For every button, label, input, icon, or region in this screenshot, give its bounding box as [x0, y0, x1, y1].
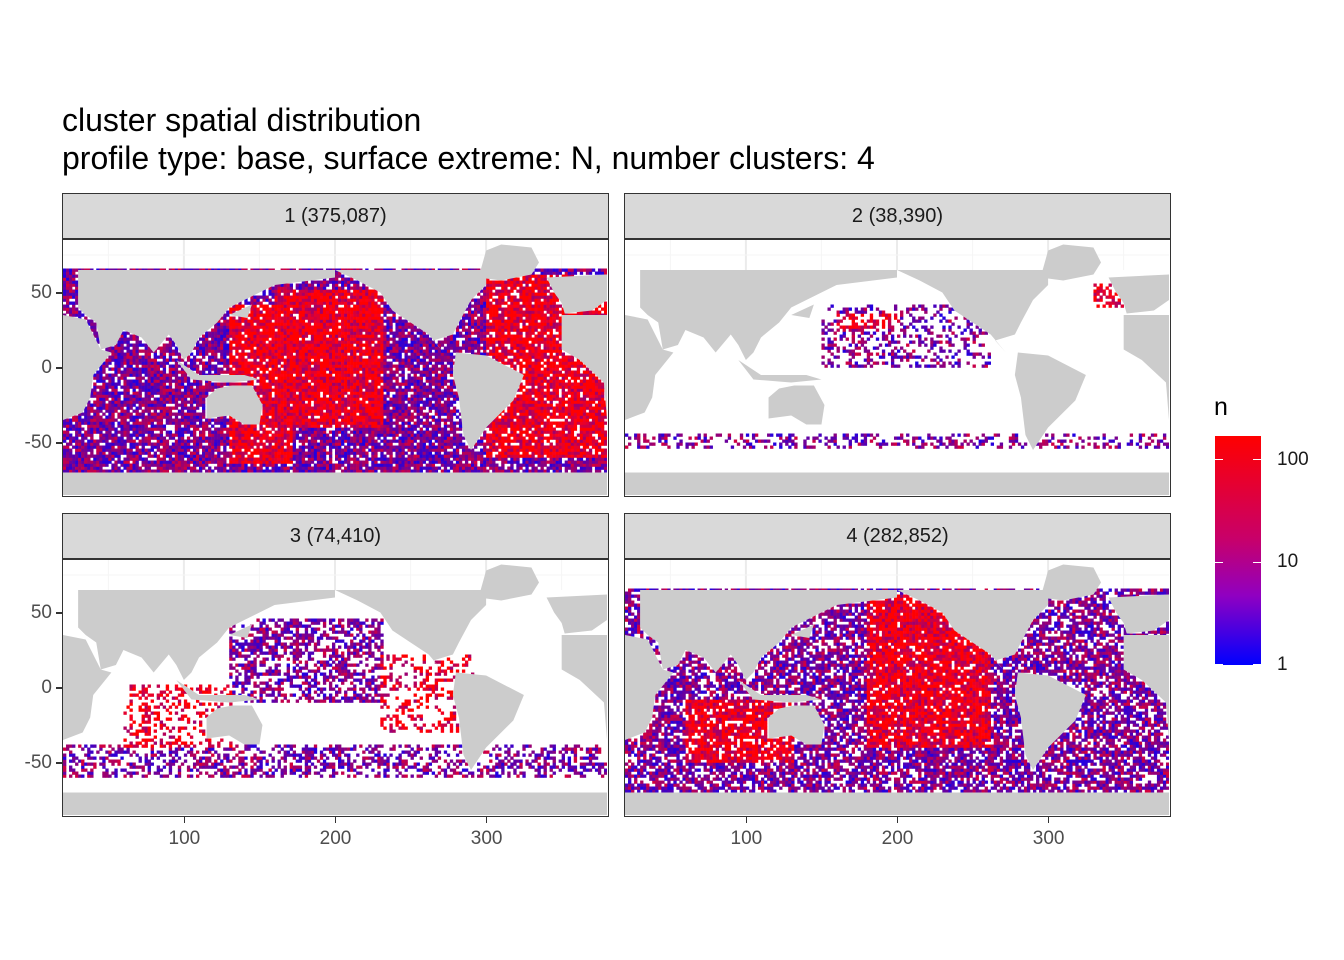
x-tick-mark [745, 817, 748, 823]
x-tick-label: 200 [319, 828, 352, 849]
panel-plot-svg [63, 560, 607, 815]
y-tick-label: 50 [30, 602, 52, 623]
land-mass [335, 270, 487, 353]
x-tick-mark [485, 817, 488, 823]
land-mass [1040, 244, 1101, 281]
x-tick-label: 100 [168, 828, 201, 849]
land-mass [625, 315, 674, 420]
density-cells [63, 268, 607, 473]
land-mass [897, 270, 1049, 353]
facet-panel-2 [624, 239, 1171, 497]
land-mass [452, 352, 524, 450]
x-tick-label: 300 [470, 828, 503, 849]
x-tick-mark [896, 817, 899, 823]
y-tick-label: 50 [30, 282, 52, 303]
land-mass [176, 680, 260, 703]
land-mass [1123, 635, 1169, 740]
x-tick-mark [334, 817, 337, 823]
land-mass [1014, 672, 1086, 770]
density-cells [63, 618, 607, 778]
y-tick-label: -50 [24, 752, 52, 773]
land-mass [1014, 352, 1086, 450]
legend-tick-mark [1215, 664, 1223, 666]
land-mass [176, 360, 260, 383]
y-tick-mark [56, 762, 62, 764]
facet-strip-3: 3 (74,410) [62, 513, 609, 559]
land-mass [738, 680, 822, 703]
density-cells [625, 588, 1169, 793]
land-mass [546, 274, 607, 314]
panel-plot-svg [63, 240, 607, 495]
land-mass [791, 304, 814, 318]
facet-panel-1 [62, 239, 609, 497]
land-mass [625, 635, 674, 740]
x-tick-label: 100 [730, 828, 763, 849]
chart-subtitle: profile type: base, surface extreme: N, … [62, 140, 875, 176]
panel-plot-svg [625, 560, 1169, 815]
land-mass [897, 590, 1049, 673]
land-mass [1108, 274, 1169, 314]
land-mass [63, 792, 607, 815]
land-mass [63, 472, 607, 495]
land-mass [640, 270, 897, 360]
facet-strip-1: 1 (375,087) [62, 193, 609, 239]
legend-title: n [1214, 393, 1228, 421]
land-mass [625, 472, 1169, 495]
y-tick-label: 0 [41, 677, 52, 698]
x-tick-mark [183, 817, 186, 823]
land-mass [1040, 564, 1101, 601]
legend-tick-mark [1253, 561, 1261, 564]
land-mass [768, 705, 825, 745]
land-mass [1123, 315, 1169, 420]
legend-tick-label: 100 [1277, 448, 1309, 470]
land-mass [478, 244, 539, 281]
y-tick-mark [56, 687, 62, 689]
facet-panel-3 [62, 559, 609, 817]
land-mass [738, 360, 822, 383]
legend-tick-label: 1 [1277, 654, 1288, 675]
land-mass [561, 635, 607, 740]
x-tick-label: 300 [1032, 828, 1065, 849]
y-tick-mark [56, 292, 62, 294]
x-tick-label: 200 [881, 828, 914, 849]
land-mass [63, 315, 112, 420]
legend-tick-mark [1215, 458, 1223, 461]
legend-colorbar [1215, 436, 1261, 665]
land-mass [206, 705, 263, 745]
land-mass [625, 792, 1169, 815]
y-tick-mark [56, 442, 62, 444]
y-tick-label: 0 [41, 357, 52, 378]
facet-strip-2: 2 (38,390) [624, 193, 1171, 239]
land-mass [335, 590, 487, 673]
y-tick-mark [56, 612, 62, 614]
land-mass [791, 624, 814, 638]
land-mass [561, 315, 607, 420]
land-mass [63, 635, 112, 740]
land-mass [78, 590, 335, 680]
density-cells [625, 283, 1169, 449]
land-mass [206, 385, 263, 425]
land-mass [768, 385, 825, 425]
facet-panel-4 [624, 559, 1171, 817]
land-mass [640, 590, 897, 680]
legend-tick-mark [1215, 561, 1223, 564]
land-mass [229, 624, 252, 638]
x-tick-mark [1047, 817, 1050, 823]
land-mass [478, 564, 539, 601]
legend-tick-mark [1253, 664, 1261, 666]
panel-plot-svg [625, 240, 1169, 495]
legend-tick-label: 10 [1277, 551, 1299, 573]
land-mass [1108, 594, 1169, 634]
land-mass [78, 270, 335, 360]
legend-tick-mark [1253, 458, 1261, 461]
facet-strip-4: 4 (282,852) [624, 513, 1171, 559]
land-mass [229, 304, 252, 318]
y-tick-mark [56, 367, 62, 369]
chart-title: cluster spatial distribution [62, 102, 422, 138]
land-mass [452, 672, 524, 770]
y-tick-label: -50 [24, 432, 52, 453]
land-mass [546, 594, 607, 634]
